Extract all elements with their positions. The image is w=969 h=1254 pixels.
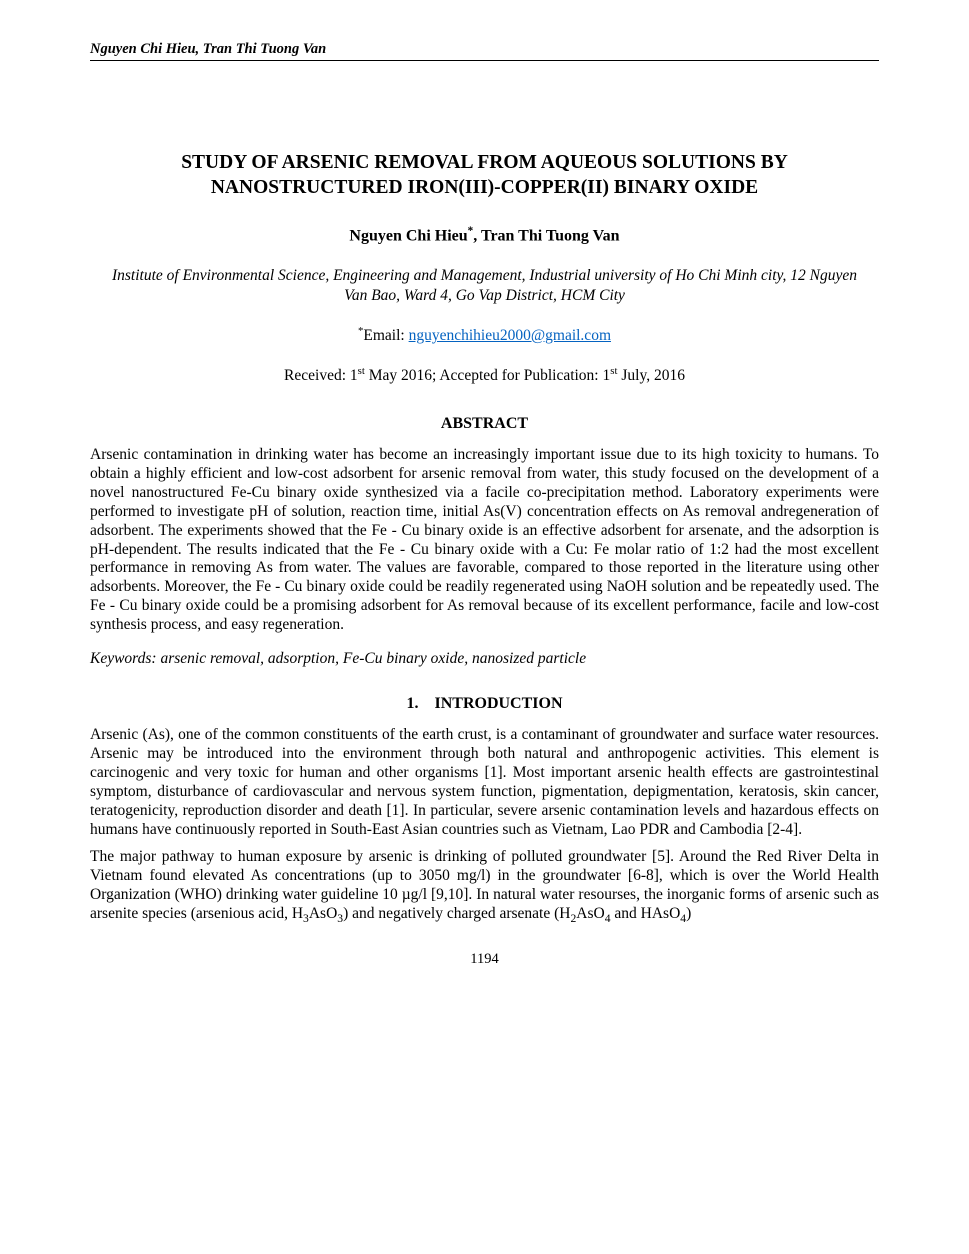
intro-paragraph-2: The major pathway to human exposure by a… <box>90 848 879 926</box>
authors: Nguyen Chi Hieu*, Tran Thi Tuong Van <box>90 224 879 246</box>
email-prefix: *Email: <box>358 327 409 344</box>
section-1-heading: 1. INTRODUCTION <box>90 694 879 714</box>
email-link[interactable]: nguyenchihieu2000@gmail.com <box>409 327 611 344</box>
page-number: 1194 <box>90 950 879 968</box>
email-line: *Email: nguyenchihieu2000@gmail.com <box>90 325 879 346</box>
submission-dates: Received: 1st May 2016; Accepted for Pub… <box>90 365 879 386</box>
affiliation: Institute of Environmental Science, Engi… <box>90 266 879 305</box>
article-title: STUDY OF ARSENIC REMOVAL FROM AQUEOUS SO… <box>90 151 879 200</box>
abstract-body: Arsenic contamination in drinking water … <box>90 446 879 635</box>
keywords: Keywords: arsenic removal, adsorption, F… <box>90 649 879 668</box>
abstract-heading: ABSTRACT <box>90 414 879 434</box>
running-head: Nguyen Chi Hieu, Tran Thi Tuong Van <box>90 40 879 61</box>
intro-paragraph-1: Arsenic (As), one of the common constitu… <box>90 726 879 839</box>
